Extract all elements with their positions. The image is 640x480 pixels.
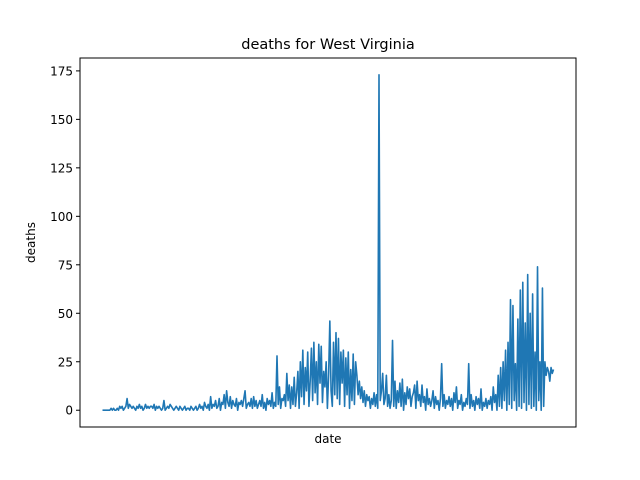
plot-frame <box>79 57 577 428</box>
y-axis-label: deaths <box>24 222 38 263</box>
y-tick-label: 100 <box>50 210 73 224</box>
y-tick-label: 175 <box>50 64 73 78</box>
x-axis-label: date <box>314 432 341 446</box>
y-tick-label: 25 <box>58 355 73 369</box>
deaths-series-line <box>102 73 555 412</box>
plot-area <box>102 73 555 412</box>
y-tick-label: 150 <box>50 113 73 127</box>
y-axis: 0 25 50 75 100 125 150 175 <box>50 64 80 418</box>
y-tick-label: 75 <box>58 258 73 272</box>
y-tick-label: 50 <box>58 307 73 321</box>
y-tick-label: 125 <box>50 161 73 175</box>
chart-title: deaths for West Virginia <box>241 37 415 53</box>
y-tick-label: 0 <box>65 404 73 418</box>
